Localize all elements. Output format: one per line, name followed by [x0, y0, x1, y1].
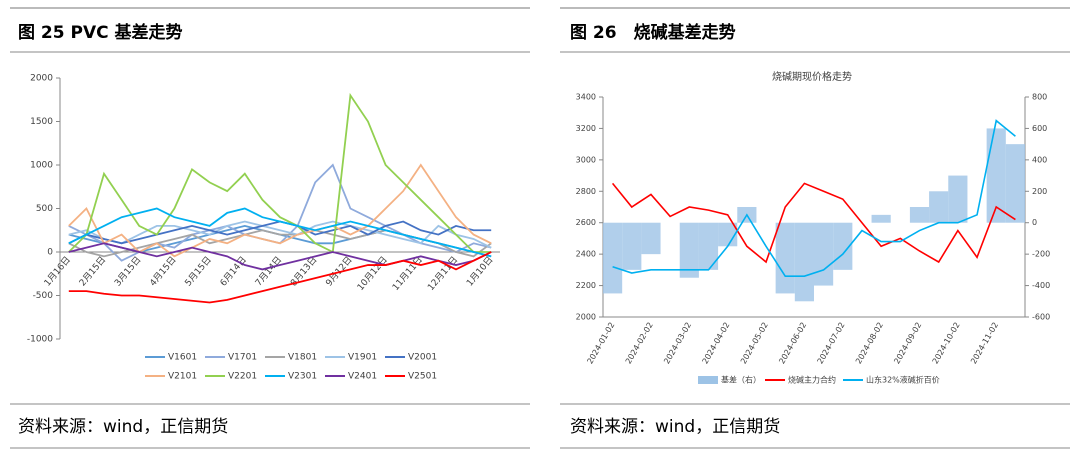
legend-label: V2001 [408, 353, 437, 363]
line [68, 163, 492, 262]
x-tick-label: 10月12日 [355, 254, 390, 292]
x-tick-label: 2月15日 [77, 254, 108, 288]
legend-swatch [698, 376, 718, 384]
y2-tick-label: 800 [1032, 93, 1047, 102]
bar [929, 191, 949, 223]
x-tick-label: 1月16日 [42, 254, 73, 288]
legend-label: V1701 [228, 353, 257, 363]
x-tick-label: 12月11日 [425, 254, 460, 292]
legend-label: V1901 [348, 353, 377, 363]
y-tick-label: 500 [36, 204, 53, 214]
line [68, 92, 492, 254]
line [611, 182, 1016, 264]
x-tick-label: 5月15日 [183, 254, 214, 288]
y-tick-label: 2200 [576, 281, 596, 290]
y-tick-label: -1000 [27, 335, 53, 345]
y2-tick-label: -200 [1032, 250, 1050, 259]
legend-label: 烧碱主力合约 [788, 375, 836, 385]
y2-tick-label: 600 [1032, 124, 1047, 133]
bar [871, 214, 891, 223]
line [68, 207, 492, 258]
legend-label: V2401 [348, 372, 377, 382]
y-tick-label: 3000 [576, 155, 596, 164]
bar [718, 222, 738, 247]
line [68, 163, 492, 258]
x-tick-label: 2024-06-02 [777, 321, 808, 366]
bar [909, 207, 930, 223]
x-tick-label: 2024-03-02 [662, 321, 693, 366]
y-tick-label: 3200 [576, 124, 596, 133]
legend-label: 基差（右） [721, 375, 761, 385]
x-tick-label: 1月10日 [464, 254, 495, 288]
x-tick-label: 2024-04-02 [701, 321, 732, 366]
bar [622, 222, 642, 270]
y-tick-label: 3400 [576, 93, 596, 102]
line [612, 119, 1016, 277]
x-tick-label: 2024-01-02 [585, 321, 616, 366]
bar [948, 175, 968, 223]
x-tick-label: 2024-11-02 [969, 321, 1000, 366]
y-tick-label: 2600 [576, 218, 596, 227]
bar [603, 222, 623, 294]
y-tick-label: 2400 [576, 250, 596, 259]
bar [698, 222, 719, 270]
bar [794, 222, 814, 302]
y-tick-label: 1500 [30, 117, 53, 127]
y-tick-label: 0 [47, 248, 53, 258]
y-tick-label: 2000 [576, 313, 596, 322]
y-tick-label: 2000 [30, 74, 53, 84]
y-tick-label: 2800 [576, 187, 596, 196]
legend-label: 山东32%液碱折百价 [866, 375, 940, 385]
legend-label: V1601 [168, 353, 197, 363]
y2-tick-label: -600 [1032, 313, 1050, 322]
source: 资料来源：wind，正信期货 [570, 417, 780, 437]
y-tick-label: -500 [33, 291, 54, 301]
figure-title: 图 26 烧碱基差走势 [570, 22, 736, 43]
chart-title: 烧碱期现价格走势 [772, 70, 852, 83]
source: 资料来源：wind，正信期货 [18, 417, 228, 437]
bar [641, 222, 661, 255]
y2-tick-label: 0 [1032, 218, 1037, 227]
legend-label: V2301 [288, 372, 317, 382]
x-tick-label: 4月15日 [148, 254, 179, 288]
x-tick-label: 2024-08-02 [854, 321, 885, 366]
x-tick-label: 2024-02-02 [624, 321, 655, 366]
bar [775, 222, 795, 294]
line [68, 242, 492, 271]
y2-tick-label: 200 [1032, 187, 1047, 196]
y-tick-label: 1000 [30, 161, 53, 171]
x-tick-label: 3月15日 [112, 254, 143, 288]
figure-title: 图 25 PVC 基差走势 [18, 22, 183, 43]
legend-label: V2501 [408, 372, 437, 382]
x-tick-label: 2024-09-02 [892, 321, 923, 366]
x-tick-label: 2024-07-02 [816, 321, 847, 366]
bar [986, 128, 1006, 223]
bar [1005, 144, 1025, 223]
bar [679, 222, 699, 278]
x-tick-label: 2024-10-02 [931, 321, 962, 366]
line [68, 220, 492, 249]
legend-label: V2101 [168, 372, 197, 382]
y2-tick-label: -400 [1032, 281, 1050, 290]
x-tick-label: 2024-05-02 [739, 321, 770, 366]
x-tick-label: 7月14日 [253, 254, 284, 288]
legend-label: V2201 [228, 372, 257, 382]
line [68, 251, 492, 304]
y2-tick-label: 400 [1032, 155, 1047, 164]
legend-label: V1801 [288, 353, 317, 363]
bar [814, 222, 834, 286]
